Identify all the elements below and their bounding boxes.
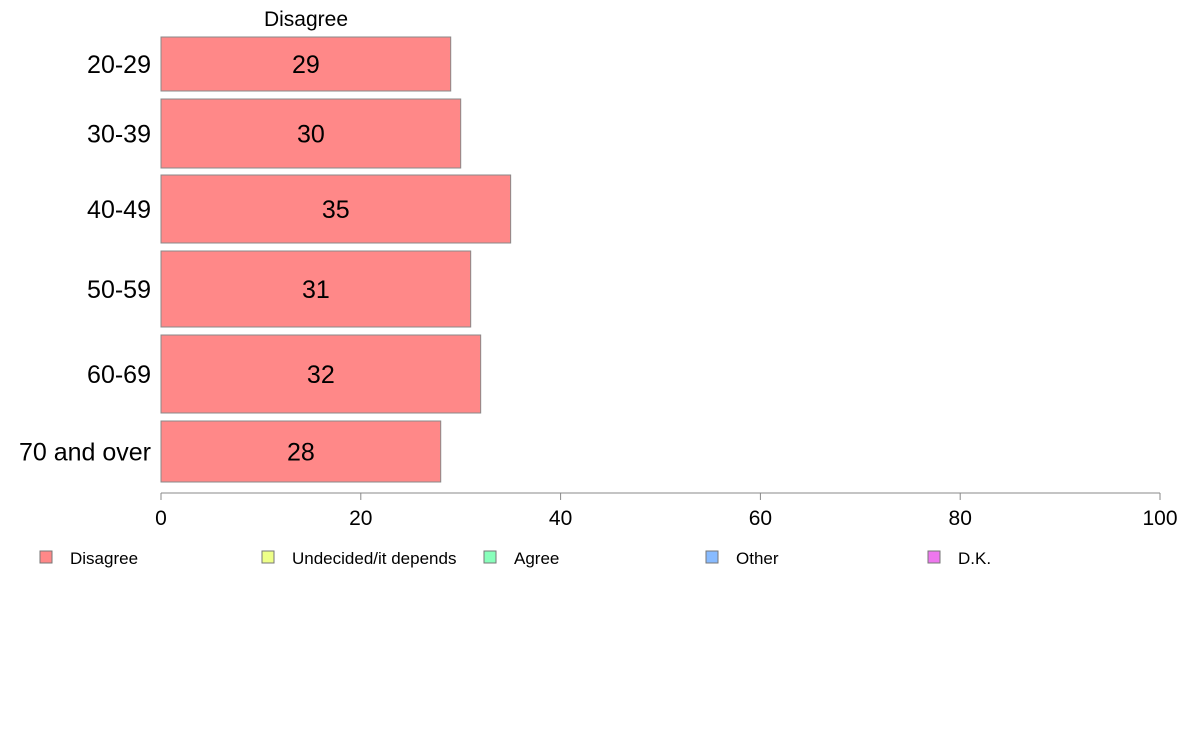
x-tick-label: 0 [155,507,167,530]
legend-label: Disagree [70,549,138,568]
legend-swatch [39,550,53,564]
data-label: 32 [307,361,335,389]
data-label: 35 [322,196,350,224]
legend-swatch [261,550,275,564]
bar [160,420,442,483]
legend-label: D.K. [958,549,991,568]
category-label: 30-39 [87,121,151,149]
bar [160,174,512,244]
x-tick-label: 40 [549,507,572,530]
category-label: 20-29 [87,51,151,79]
bar [160,334,482,414]
bars-layer: 20-29 29 30-39 30 40-49 35 50-59 31 60-69 32 70 an… [19,36,512,483]
legend-label: Undecided/it depends [292,549,456,568]
bar [160,250,472,328]
x-tick-label: 80 [949,507,972,530]
data-label: 29 [292,51,320,79]
data-label: 30 [297,121,325,149]
x-axis: 0 20 40 60 80 100 [155,492,1178,530]
bar [160,36,452,92]
category-label: 70 and over [19,439,151,467]
legend: Disagree Undecided/it depends Agree Other D.… [39,549,991,568]
legend-swatch [483,550,497,564]
x-tick-label: 60 [749,507,772,530]
legend-swatch [927,550,941,564]
data-label: 31 [302,276,330,304]
category-label: 50-59 [87,276,151,304]
category-label: 40-49 [87,196,151,224]
bar [160,98,462,169]
x-tick-label: 20 [349,507,372,530]
legend-swatch [705,550,719,564]
data-label: 28 [287,439,315,467]
category-label: 60-69 [87,361,151,389]
legend-label: Agree [514,549,559,568]
column-header: Disagree [264,8,348,31]
legend-label: Other [736,549,779,568]
x-tick-label: 100 [1142,507,1177,530]
